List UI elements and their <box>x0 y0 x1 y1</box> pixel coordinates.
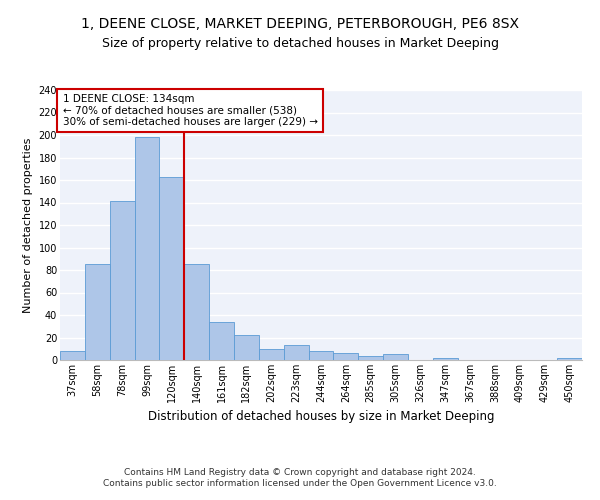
Bar <box>284 346 308 360</box>
Bar <box>334 353 358 360</box>
Bar <box>234 335 259 360</box>
Bar <box>358 356 383 360</box>
Bar <box>557 358 582 360</box>
Bar <box>308 351 334 360</box>
Text: Contains HM Land Registry data © Crown copyright and database right 2024.
Contai: Contains HM Land Registry data © Crown c… <box>103 468 497 487</box>
Bar <box>85 264 110 360</box>
Text: 1 DEENE CLOSE: 134sqm
← 70% of detached houses are smaller (538)
30% of semi-det: 1 DEENE CLOSE: 134sqm ← 70% of detached … <box>62 94 317 127</box>
Y-axis label: Number of detached properties: Number of detached properties <box>23 138 33 312</box>
Bar <box>160 176 184 360</box>
Text: 1, DEENE CLOSE, MARKET DEEPING, PETERBOROUGH, PE6 8SX: 1, DEENE CLOSE, MARKET DEEPING, PETERBOR… <box>81 18 519 32</box>
Bar <box>184 264 209 360</box>
Bar <box>259 349 284 360</box>
Bar <box>209 322 234 360</box>
Bar <box>383 354 408 360</box>
Bar <box>433 358 458 360</box>
Bar <box>60 351 85 360</box>
Text: Size of property relative to detached houses in Market Deeping: Size of property relative to detached ho… <box>101 38 499 51</box>
Bar <box>134 137 160 360</box>
Bar <box>110 202 134 360</box>
X-axis label: Distribution of detached houses by size in Market Deeping: Distribution of detached houses by size … <box>148 410 494 424</box>
